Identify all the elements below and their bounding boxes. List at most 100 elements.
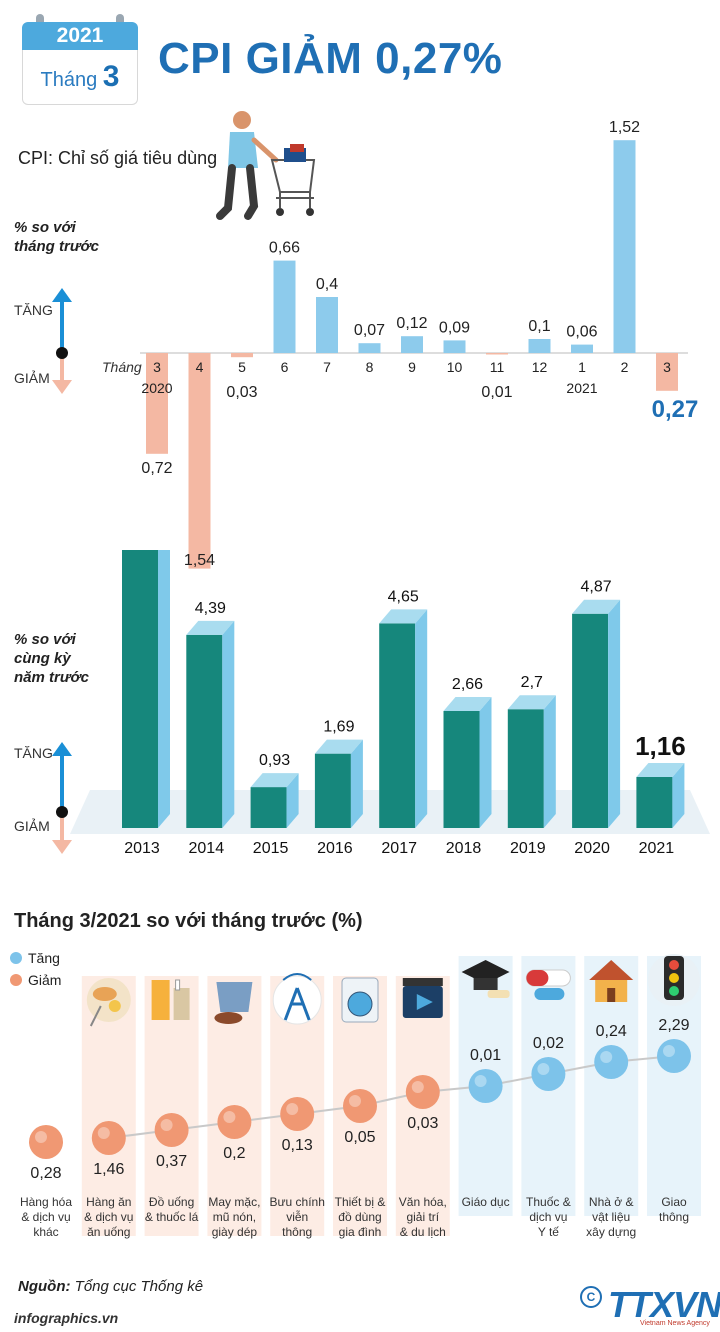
category-label: Bưu chính xyxy=(269,1195,324,1209)
mom-year-label: 2021 xyxy=(566,380,597,396)
washing-machine-icon xyxy=(341,977,379,1023)
category-label: Giao xyxy=(661,1195,687,1209)
category-value-label: 0,24 xyxy=(596,1023,627,1040)
yoy-bar-side xyxy=(286,773,299,828)
yoy-year-tick: 2014 xyxy=(189,840,225,857)
category-label: Thiết bị & xyxy=(335,1195,386,1209)
legend: Tăng Giảm xyxy=(10,950,61,988)
groups-title: Tháng 3/2021 so với tháng trước (%) xyxy=(14,910,363,932)
mom-value-label: 0,03 xyxy=(226,384,257,401)
yoy-ylabel-line: % so với xyxy=(14,631,76,648)
mom-bar xyxy=(571,344,593,353)
subtitle: CPI: Chỉ số giá tiêu dùng xyxy=(18,148,218,168)
yoy-bar-side xyxy=(158,550,170,828)
yoy-bar-chart: 6,6420134,3920140,9320151,6920164,652017… xyxy=(70,550,710,857)
drinks-pack xyxy=(173,988,190,1020)
food-fork xyxy=(89,1005,102,1027)
category-label: đồ dùng xyxy=(338,1210,381,1224)
drinks-cig xyxy=(175,979,181,991)
traffic-light-icon xyxy=(648,954,700,1006)
yoy-year-tick: 2021 xyxy=(639,840,675,857)
food-egg xyxy=(108,1000,121,1012)
ball-highlight xyxy=(411,1081,424,1093)
mom-bar xyxy=(656,353,678,391)
agency-logo: TTXVN xyxy=(608,1284,720,1325)
category-ball xyxy=(343,1089,377,1123)
mom-month-tick: 9 xyxy=(408,359,416,375)
mom-month-tick: 4 xyxy=(196,359,204,375)
yoy-bar-front xyxy=(122,550,158,828)
mom-month-tick: 3 xyxy=(663,359,671,375)
yoy-bar-top xyxy=(507,695,556,710)
yoy-bar-front xyxy=(379,623,416,828)
category-value-label: 0,2 xyxy=(223,1145,245,1162)
mom-value-label: 1,52 xyxy=(609,119,640,136)
mom-month-tick: 2 xyxy=(621,359,629,375)
category-label: mũ nón, xyxy=(213,1210,256,1224)
mom-bar xyxy=(273,260,296,353)
agency-logo-sub: Vietnam News Agency xyxy=(640,1320,710,1327)
traffic-green xyxy=(669,986,679,996)
mom-down-label: GIẢM xyxy=(14,370,50,386)
mom-up-down-arrow-icon xyxy=(52,288,72,394)
clothes-shirt xyxy=(216,982,253,1012)
category-label: gia đình xyxy=(339,1225,382,1239)
yoy-bar-top xyxy=(636,762,685,777)
ball-highlight xyxy=(97,1127,110,1139)
category-ball xyxy=(594,1045,629,1079)
mom-value-label: 0,07 xyxy=(354,322,385,339)
yoy-bar-front xyxy=(443,710,480,828)
antenna-icon xyxy=(272,973,322,1025)
cap-diploma xyxy=(487,990,510,998)
ball-highlight xyxy=(349,1095,361,1107)
mom-ylabel-line: tháng trước xyxy=(14,238,99,255)
category-value-label: 0,37 xyxy=(156,1153,187,1170)
yoy-bar-front xyxy=(636,776,673,828)
copyright-icon: C xyxy=(580,1286,602,1308)
yoy-bar-top xyxy=(379,609,428,624)
yoy-bar-front xyxy=(507,709,544,828)
category-ball xyxy=(468,1069,503,1103)
category-label: Văn hóa, xyxy=(399,1195,447,1209)
mom-month-tick: 12 xyxy=(532,359,548,375)
yoy-bar-side xyxy=(415,609,428,828)
clothes-icon xyxy=(214,982,253,1024)
legend-label-up: Tăng xyxy=(28,950,60,966)
ball-highlight xyxy=(160,1119,173,1131)
legend-item-down: Giảm xyxy=(10,972,61,988)
yoy-value-label: 4,65 xyxy=(388,588,419,605)
mom-month-tick: 3 xyxy=(153,359,161,375)
yoy-bar-top xyxy=(572,599,621,614)
yoy-year-tick: 2018 xyxy=(446,840,482,857)
yoy-year-tick: 2015 xyxy=(253,840,289,857)
yoy-year-tick: 2013 xyxy=(124,840,160,857)
mom-value-label: 0,06 xyxy=(566,324,597,341)
yoy-year-tick: 2016 xyxy=(317,840,353,857)
shopper-icon xyxy=(216,111,316,220)
yoy-up-label: TĂNG xyxy=(14,745,53,761)
mom-value-label: 0,4 xyxy=(316,276,338,293)
drinks-glass xyxy=(151,980,170,1020)
food-icon xyxy=(86,978,131,1027)
yoy-bar-side xyxy=(672,762,685,828)
legend-label-down: Giảm xyxy=(28,972,62,988)
category-value-label: 1,46 xyxy=(93,1161,124,1178)
category-ball xyxy=(91,1121,126,1155)
category-label: Y tế xyxy=(538,1225,559,1239)
mom-month-tick: 1 xyxy=(578,359,586,375)
mom-month-tick: 5 xyxy=(238,359,246,375)
category-ball xyxy=(154,1113,189,1147)
yoy-bar-side xyxy=(350,739,363,828)
mom-bar xyxy=(146,353,168,454)
mom-month-tick: 11 xyxy=(490,359,505,375)
yoy-ylabel-line: năm trước xyxy=(14,669,89,686)
food-bread xyxy=(92,987,117,1001)
yoy-bar-top xyxy=(250,773,299,788)
yoy-year-tick: 2019 xyxy=(510,840,546,857)
category-label: May mặc, xyxy=(208,1195,260,1209)
category-value-label: 0,03 xyxy=(407,1115,438,1132)
film-clapper xyxy=(402,978,443,986)
traffic-yellow xyxy=(669,973,679,983)
ball-highlight xyxy=(35,1131,47,1143)
